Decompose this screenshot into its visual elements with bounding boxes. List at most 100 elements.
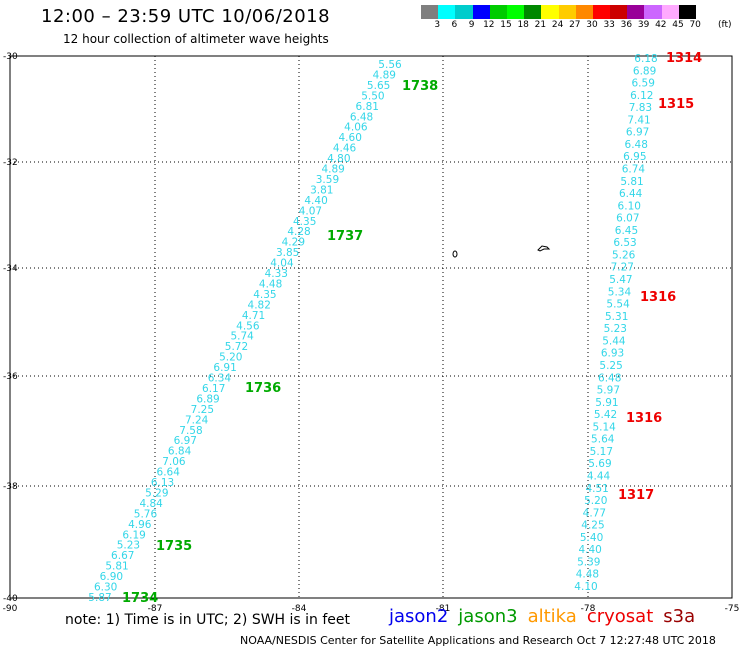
wave-height-value: 6.12 [630, 90, 653, 102]
pass-time-label: 1734 [122, 591, 158, 606]
wave-height-value: 6.19 [122, 529, 145, 541]
wave-height-value: 4.48 [576, 569, 599, 581]
colorbar-tick-label: 15 [500, 20, 512, 30]
wave-height-value: 6.10 [618, 200, 641, 212]
wave-height-value: 4.56 [236, 320, 260, 332]
wave-height-colorbar [421, 5, 696, 19]
page-title: 12:00 – 23:59 UTC 10/06/2018 [41, 6, 331, 27]
wave-height-value: 7.25 [191, 404, 214, 416]
wave-height-value: 5.20 [219, 352, 242, 364]
wave-height-value: 5.29 [145, 487, 168, 499]
satellite-legend-jason3: jason3 [458, 606, 518, 627]
wave-height-value: 4.28 [287, 226, 310, 238]
wave-height-value: 6.90 [100, 571, 123, 583]
wave-height-value: 6.30 [94, 582, 117, 594]
pass-time-label: 1315 [658, 97, 694, 112]
wave-height-value: 4.48 [259, 278, 282, 290]
wave-height-value: 7.83 [629, 102, 652, 114]
wave-height-value: 6.17 [202, 383, 225, 395]
lat-tick-label: -36 [3, 372, 18, 382]
colorbar-swatch [661, 5, 679, 19]
wave-height-value: 5.50 [361, 90, 384, 102]
wave-height-value: 5.56 [378, 59, 402, 71]
colorbar-tick-label: 3 [434, 20, 441, 30]
wave-height-value: 6.91 [213, 362, 236, 374]
island-shape [452, 250, 458, 258]
colorbar-swatch [524, 5, 542, 19]
satellite-legend: jason2 jason3 altika cryosat s3a [389, 606, 705, 627]
cryosat-track: 6.186.896.596.127.837.416.976.486.956.74… [574, 51, 702, 593]
pass-time-label: 1317 [618, 488, 654, 503]
pass-time-label: 1314 [666, 51, 702, 66]
satellite-legend-jason2: jason2 [389, 606, 449, 627]
colorbar-tick-label: 12 [483, 20, 495, 30]
wave-height-value: 5.54 [606, 299, 630, 311]
lon-tick-label: -90 [3, 604, 18, 614]
colorbar-swatch [558, 5, 576, 19]
colorbar-swatch [575, 5, 593, 19]
wave-height-value: 4.07 [299, 205, 322, 217]
wave-height-value: 7.06 [162, 456, 186, 468]
map-frame [9, 55, 733, 599]
pass-time-label: 1738 [402, 79, 438, 94]
colorbar-swatch [592, 5, 611, 19]
pass-time-label: 1735 [156, 539, 192, 554]
pass-time-label: 1316 [626, 411, 662, 426]
colorbar-tick-label: 30 [586, 20, 598, 30]
wave-height-value: 5.65 [367, 80, 390, 92]
colorbar-swatch [455, 5, 473, 19]
wave-height-value: 4.35 [293, 216, 316, 228]
wave-height-value: 4.77 [583, 507, 606, 519]
wave-height-value: 6.07 [616, 213, 639, 225]
wave-height-value: 5.20 [584, 495, 607, 507]
wave-height-value: 4.46 [333, 143, 357, 155]
wave-height-value: 6.97 [626, 127, 649, 139]
wave-height-value: 7.41 [627, 114, 650, 126]
wave-height-value: 6.13 [151, 477, 174, 489]
wave-height-value: 3.59 [316, 174, 339, 186]
colorbar-tick-label: 24 [551, 20, 564, 30]
wave-height-value: 4.82 [248, 299, 271, 311]
wave-height-value: 6.45 [615, 225, 638, 237]
colorbar-tick-label: 36 [620, 20, 633, 30]
colorbar-tick-label: 39 [637, 20, 650, 30]
wave-height-value: 4.33 [265, 268, 288, 280]
wave-height-value: 5.81 [105, 561, 128, 573]
wave-height-value: 3.85 [276, 247, 299, 259]
wave-height-value: 6.95 [623, 151, 646, 163]
wave-height-value: 4.35 [253, 289, 276, 301]
wave-height-value: 4.80 [327, 153, 350, 165]
wave-height-value: 5.87 [88, 592, 111, 604]
wave-height-value: 4.29 [282, 237, 305, 249]
colorbar-tick-label: 45 [672, 20, 684, 30]
wave-height-value: 5.74 [230, 331, 254, 343]
wave-height-value: 5.34 [608, 286, 632, 298]
wave-height-value: 5.44 [602, 335, 626, 347]
pass-time-label: 1737 [327, 229, 363, 244]
wave-height-value: 6.74 [622, 164, 646, 176]
wave-height-value: 6.89 [196, 393, 219, 405]
satellite-legend-cryosat: cryosat [586, 606, 654, 627]
wave-height-value: 5.69 [588, 458, 611, 470]
colorbar-swatch [506, 5, 525, 19]
colorbar-tick-label: 33 [603, 20, 615, 30]
lon-tick-label: -84 [292, 604, 307, 614]
pass-time-label: 1736 [245, 381, 281, 396]
wave-height-value: 4.44 [587, 470, 611, 482]
wave-height-value: 6.97 [174, 435, 197, 447]
lon-tick-label: -81 [436, 604, 451, 614]
lat-tick-label: -32 [3, 158, 18, 168]
wave-height-value: 7.58 [179, 425, 202, 437]
wave-height-value: 4.06 [344, 122, 368, 134]
wave-height-value: 5.81 [620, 176, 643, 188]
wave-height-value: 6.48 [625, 139, 648, 151]
colorbar-tick-label: 21 [534, 20, 547, 30]
lon-tick-label: -75 [725, 604, 740, 614]
lon-tick-label: -78 [581, 604, 596, 614]
colorbar-unit: (ft) [718, 20, 732, 30]
wave-height-value: 5.64 [591, 434, 615, 446]
colorbar-tick-label: 70 [689, 20, 701, 30]
wave-height-value: 7.27 [611, 262, 634, 274]
lat-tick-label: -38 [3, 482, 18, 492]
